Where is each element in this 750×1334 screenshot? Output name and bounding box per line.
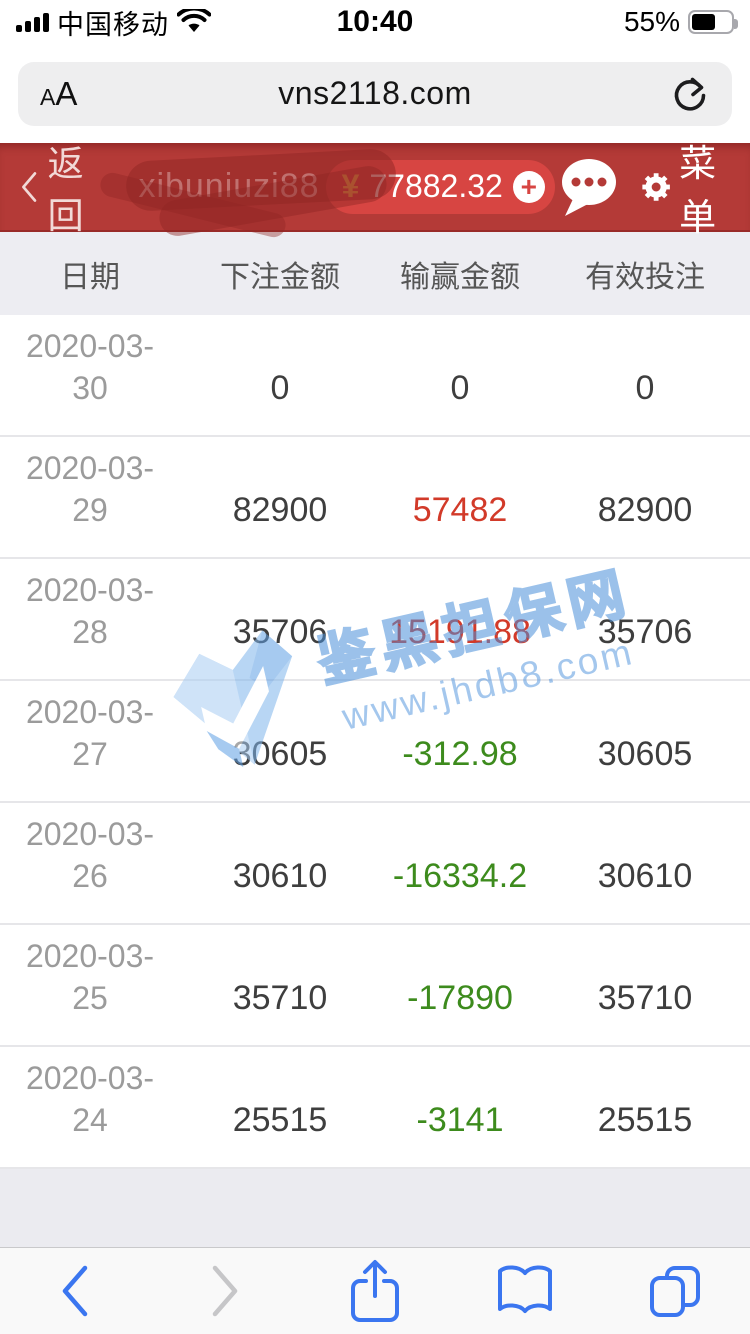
text-size-small-a: A [40,83,56,110]
open-book-icon [498,1265,552,1313]
add-funds-icon[interactable]: + [512,170,545,203]
winloss-cell: -312.98 [402,735,518,773]
winloss-cell: -3141 [416,1101,504,1139]
winloss-cell: 0 [450,369,470,407]
wifi-icon [177,9,211,32]
safari-toolbar [0,1247,750,1334]
valid-cell: 35710 [597,979,693,1017]
winloss-cell: 57482 [412,491,508,529]
menu-button[interactable]: 菜单 [641,133,730,241]
date-cell: 2020-03-25 [25,938,155,1016]
share-button[interactable] [335,1256,415,1326]
column-header-winloss: 输赢金额 [400,260,520,294]
date-cell: 2020-03-30 [25,328,155,406]
table-header: 日期 下注金额 输赢金额 有效投注 [0,232,750,315]
valid-cell: 25515 [597,1101,693,1139]
menu-label: 菜单 [679,142,717,238]
winloss-cell: -17890 [407,979,513,1017]
battery-fill [692,14,716,30]
text-size-large-a: A [55,74,78,112]
table-row: 2020-03-30 0 0 0 [0,315,750,437]
battery-percent-label: 55% [623,6,680,37]
date-cell: 2020-03-24 [25,1060,155,1138]
bookmarks-button[interactable] [485,1256,565,1326]
carrier-label: 中国移动 [57,9,169,40]
nav-forward-button[interactable] [185,1256,265,1326]
winloss-cell: 15191.88 [389,613,531,651]
speech-bubble-icon [561,158,616,216]
gear-icon [642,172,670,201]
back-button[interactable]: 返回 [20,135,96,239]
chevron-right-icon [212,1265,238,1317]
table-row: 2020-03-29 82900 57482 82900 [0,437,750,559]
winloss-cell: -16334.2 [392,857,528,895]
chevron-left-icon [62,1265,88,1317]
url-text[interactable]: vns2118.com [278,75,472,111]
cellular-signal-icon [16,10,49,35]
bet-cell: 35710 [232,979,328,1017]
valid-cell: 35706 [597,613,693,651]
column-header-bet: 下注金额 [220,260,340,294]
valid-cell: 30605 [597,735,693,773]
back-label: 返回 [47,142,84,236]
bet-cell: 25515 [232,1101,328,1139]
date-cell: 2020-03-28 [25,572,155,650]
balance-badge[interactable]: ¥ 77882.32 + [325,159,555,214]
date-cell: 2020-03-29 [25,450,155,528]
column-header-date: 日期 [60,260,120,294]
column-header-valid: 有效投注 [585,260,705,294]
table-body: 2020-03-30 0 0 0 2020-03-29 82900 57482 … [0,315,750,1169]
currency-symbol: ¥ [341,168,360,204]
bet-cell: 0 [270,369,290,407]
battery-icon [688,10,738,34]
tabs-icon [650,1266,700,1317]
bet-cell: 30610 [232,857,328,895]
bet-cell: 30605 [232,735,328,773]
table-row: 2020-03-26 30610 -16334.2 30610 [0,803,750,925]
share-icon [351,1260,399,1322]
chevron-left-icon [22,171,37,202]
valid-cell: 0 [635,369,655,407]
table-row: 2020-03-27 30605 -312.98 30605 [0,681,750,803]
table-row: 2020-03-24 25515 -3141 25515 [0,1047,750,1169]
app-header: 返回 xibuniuzi88 ¥ 77882.32 + [0,143,750,240]
date-cell: 2020-03-26 [25,816,155,894]
reload-icon [674,77,706,111]
table-row: 2020-03-28 35706 15191.88 35706 [0,559,750,681]
valid-cell: 82900 [597,491,693,529]
table-row: 2020-03-25 35710 -17890 35710 [0,925,750,1047]
nav-back-button[interactable] [35,1256,115,1326]
chat-button[interactable] [555,154,623,220]
date-cell: 2020-03-27 [25,694,155,772]
tabs-button[interactable] [635,1256,715,1326]
reload-button[interactable] [670,74,710,114]
valid-cell: 30610 [597,857,693,895]
battery-nub [734,19,738,29]
bet-cell: 82900 [232,491,328,529]
balance-amount: 77882.32 [369,168,503,204]
username-label: xibuniuzi88 [138,167,320,205]
status-bar: 中国移动 10:40 55% [0,0,750,44]
page-footer [0,1169,750,1247]
bet-cell: 35706 [232,613,328,651]
